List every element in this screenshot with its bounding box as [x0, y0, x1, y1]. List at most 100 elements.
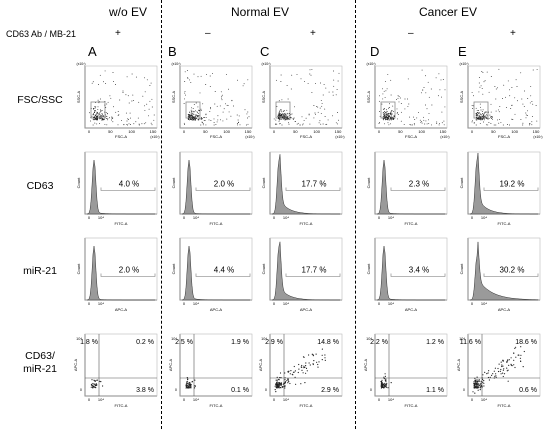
- dual-x-label: FITC-A: [210, 403, 223, 408]
- condition-sign-4: –: [408, 28, 414, 39]
- dual-y-label: APC-A: [363, 359, 368, 372]
- fsc-y-label: SSC-A: [76, 91, 81, 104]
- condition-sign-2: –: [205, 28, 211, 39]
- hist-x-tick: 10⁴: [98, 215, 104, 220]
- fsc-x-tick: 50: [293, 129, 298, 134]
- marker-gate: [100, 273, 156, 277]
- hist-x-tick: 0: [183, 215, 186, 220]
- fsc-x-label: FSC-A: [210, 134, 222, 139]
- dual-x-tick: 10⁴: [388, 397, 394, 402]
- fsc-x-tick: 100: [128, 129, 135, 134]
- fsc-x-tick: 100: [223, 129, 230, 134]
- hist-x-tick: 10⁴: [283, 215, 289, 220]
- hist-y-label: Count: [76, 177, 81, 189]
- fsc-x-label: FSC-A: [405, 134, 417, 139]
- fsc-y-scale: (x10³): [76, 62, 85, 66]
- cd63-percent-value: 17.7 %: [302, 179, 327, 188]
- quadrant-ul-value: 11.6 %: [460, 339, 481, 346]
- cd63-percent-value: 2.3 %: [409, 179, 429, 188]
- fsc-x-tick: 0: [183, 129, 186, 134]
- hist-x-label: APC-A: [115, 307, 128, 312]
- dual-y-label: APC-A: [258, 359, 263, 372]
- dual-y-tick: 10⁴: [76, 337, 82, 341]
- fsc-y-label: SSC-A: [261, 91, 266, 104]
- divider-1: [161, 0, 162, 429]
- hist-x-tick: 0: [378, 301, 381, 306]
- plot-frame: [179, 65, 253, 129]
- dual-y-tick: 10⁴: [171, 337, 177, 341]
- hist-x-label: FITC-A: [498, 221, 511, 226]
- histogram-fill: [271, 154, 340, 215]
- fsc-y-label: SSC-A: [171, 91, 176, 104]
- condition-sign-5: +: [510, 28, 516, 39]
- histogram-fill: [181, 159, 250, 215]
- hist-x-tick: 10⁴: [283, 301, 289, 306]
- quadrant-lr-value: 2.9 %: [321, 387, 339, 394]
- mir21-percent-value: 30.2 %: [500, 265, 525, 274]
- fsc-x-tick: 150: [533, 129, 540, 134]
- dual-x-label: FITC-A: [405, 403, 418, 408]
- quadrant-lr-value: 0.1 %: [231, 387, 249, 394]
- quadrant-ul-value: 2.5 %: [175, 339, 193, 346]
- dual-x-tick: 10⁴: [481, 397, 487, 402]
- fsc-x-label: FSC-A: [115, 134, 127, 139]
- quadrant-ul-value: 2.9 %: [265, 339, 283, 346]
- hist-x-tick: 10⁴: [388, 301, 394, 306]
- fsc-x-tick: 0: [471, 129, 474, 134]
- marker-gate: [100, 187, 156, 191]
- fsc-y-scale: (x10³): [366, 62, 375, 66]
- hist-x-tick: 10⁴: [388, 215, 394, 220]
- hist-y-label: Count: [459, 263, 464, 275]
- histogram-fill: [469, 152, 538, 215]
- hist-x-label: APC-A: [498, 307, 511, 312]
- quadrant-ur-value: 1.2 %: [426, 339, 444, 346]
- dual-dots: [472, 346, 525, 394]
- fsc-x-tick: 50: [108, 129, 113, 134]
- cd63-percent-value: 19.2 %: [500, 179, 525, 188]
- dual-x-label: FITC-A: [300, 403, 313, 408]
- hist-x-tick: 0: [273, 301, 276, 306]
- hist-x-label: APC-A: [210, 307, 223, 312]
- fsc-ssc-plot-1: 0 50 100 150 FSC-A (x10³) SSC-A (x10³): [76, 62, 160, 139]
- row-label-dual: CD63/ miR-21: [0, 350, 80, 376]
- marker-gate: [285, 187, 341, 191]
- dual-x-label: FITC-A: [115, 403, 128, 408]
- fsc-x-scale: (x10³): [335, 135, 344, 139]
- dual-x-label: FITC-A: [498, 403, 511, 408]
- fsc-x-tick: 0: [378, 129, 381, 134]
- fsc-dots: [183, 70, 250, 126]
- hist-x-tick: 0: [471, 301, 474, 306]
- fsc-x-tick: 150: [440, 129, 447, 134]
- fsc-x-tick: 50: [203, 129, 208, 134]
- hist-x-label: APC-A: [300, 307, 313, 312]
- mir21-histogram-2: 4.4 % 0 10⁴ APC-A Count: [171, 237, 253, 312]
- dual-y-tick: 0: [370, 388, 372, 392]
- condition-sign-1: +: [115, 28, 121, 39]
- fsc-ssc-plot-2: 0 50 100 150 FSC-A (x10³) SSC-A (x10³): [171, 62, 255, 139]
- header-cancer-ev: Cancer EV: [418, 5, 478, 19]
- dual-y-tick: 0: [175, 388, 177, 392]
- fsc-x-label: FSC-A: [498, 134, 510, 139]
- cd63-histogram-4: 2.3 % 0 10⁴ FITC-A Count: [366, 151, 448, 226]
- mir21-histogram-3: 17.7 % 0 10⁴ APC-A Count: [261, 237, 343, 312]
- panel-letter-4: D: [370, 44, 380, 59]
- fsc-y-scale: (x10³): [459, 62, 468, 66]
- condition-sign-3: +: [310, 28, 316, 39]
- fsc-y-label: SSC-A: [459, 91, 464, 104]
- hist-x-tick: 10⁴: [98, 301, 104, 306]
- hist-x-label: FITC-A: [210, 221, 223, 226]
- dual-quadrant-plot-3: 2.9 % 14.8 % 2.9 % 0 10⁴ FITC-A 10⁴ 0 APC-A: [258, 333, 343, 408]
- fsc-x-scale: (x10³): [533, 135, 542, 139]
- hist-y-label: Count: [366, 263, 371, 275]
- dual-x-tick: 10⁴: [193, 397, 199, 402]
- dual-quadrant-plot-5: 11.6 % 18.6 % 0.6 % 0 10⁴ FITC-A 10⁴ 0 APC-A: [456, 333, 541, 408]
- mir21-percent-value: 3.4 %: [409, 265, 429, 274]
- plot-frame: [179, 333, 253, 397]
- dual-dots: [185, 377, 196, 389]
- mir21-percent-value: 4.4 %: [214, 265, 234, 274]
- hist-y-label: Count: [366, 177, 371, 189]
- cd63-percent-value: 4.0 %: [119, 179, 139, 188]
- fsc-y-scale: (x10³): [261, 62, 270, 66]
- fsc-x-tick: 100: [511, 129, 518, 134]
- header-normal-ev: Normal EV: [230, 5, 289, 19]
